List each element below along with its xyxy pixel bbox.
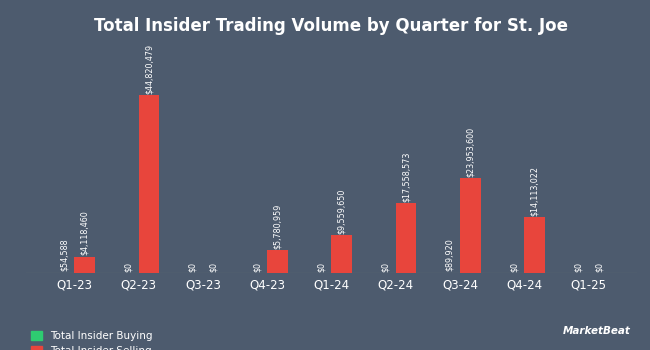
Text: $0: $0 [510, 261, 519, 272]
Text: $0: $0 [595, 261, 603, 272]
Title: Total Insider Trading Volume by Quarter for St. Joe: Total Insider Trading Volume by Quarter … [94, 17, 569, 35]
Text: $54,588: $54,588 [60, 239, 68, 271]
Text: $89,920: $89,920 [445, 238, 454, 271]
Bar [74, 257, 95, 273]
Text: $0: $0 [124, 261, 133, 272]
Text: MarketBeat: MarketBeat [563, 326, 630, 336]
Text: $23,953,600: $23,953,600 [466, 126, 475, 177]
Bar [332, 235, 352, 273]
Text: $0: $0 [381, 261, 390, 272]
Text: $9,559,650: $9,559,650 [337, 188, 346, 234]
Text: $0: $0 [574, 261, 583, 272]
Bar [396, 203, 417, 273]
Bar [525, 217, 545, 273]
Text: $5,780,959: $5,780,959 [273, 203, 282, 249]
Text: $17,558,573: $17,558,573 [402, 152, 411, 202]
Text: $0: $0 [252, 261, 261, 272]
Bar [267, 250, 288, 273]
Text: $0: $0 [317, 261, 326, 272]
Text: $44,820,479: $44,820,479 [144, 44, 153, 94]
Text: $4,118,460: $4,118,460 [80, 211, 89, 255]
Bar [460, 178, 480, 273]
Text: $0: $0 [209, 261, 218, 272]
Text: $14,113,022: $14,113,022 [530, 166, 539, 216]
Bar [138, 95, 159, 273]
Text: $0: $0 [188, 261, 197, 272]
Legend: Total Insider Buying, Total Insider Selling: Total Insider Buying, Total Insider Sell… [31, 331, 153, 350]
